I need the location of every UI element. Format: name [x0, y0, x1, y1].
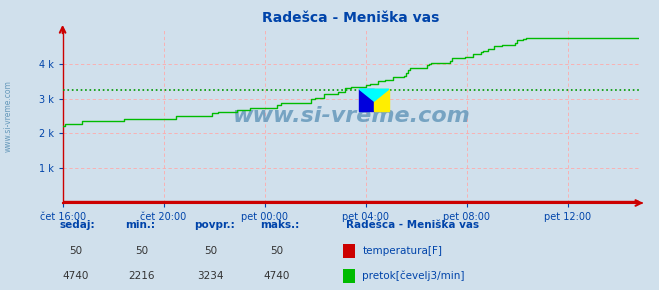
Text: 50: 50 — [69, 246, 82, 256]
Text: 50: 50 — [135, 246, 148, 256]
Text: pretok[čevelj3/min]: pretok[čevelj3/min] — [362, 271, 465, 281]
Text: 4740: 4740 — [63, 271, 89, 281]
Text: 4740: 4740 — [264, 271, 290, 281]
Text: min.:: min.: — [125, 220, 156, 230]
Text: 50: 50 — [204, 246, 217, 256]
Polygon shape — [359, 89, 389, 101]
Bar — [374, 89, 389, 111]
Text: www.si-vreme.com: www.si-vreme.com — [4, 80, 13, 152]
Text: maks.:: maks.: — [260, 220, 300, 230]
Text: sedaj:: sedaj: — [59, 220, 95, 230]
Text: www.si-vreme.com: www.si-vreme.com — [232, 106, 470, 126]
Text: povpr.:: povpr.: — [194, 220, 235, 230]
Text: 2216: 2216 — [129, 271, 155, 281]
Text: 50: 50 — [270, 246, 283, 256]
Text: 3234: 3234 — [198, 271, 224, 281]
Text: Radešca - Meniška vas: Radešca - Meniška vas — [346, 220, 479, 230]
Text: temperatura[F]: temperatura[F] — [362, 246, 442, 256]
Bar — [359, 89, 374, 111]
Title: Radešca - Meniška vas: Radešca - Meniška vas — [262, 11, 440, 25]
